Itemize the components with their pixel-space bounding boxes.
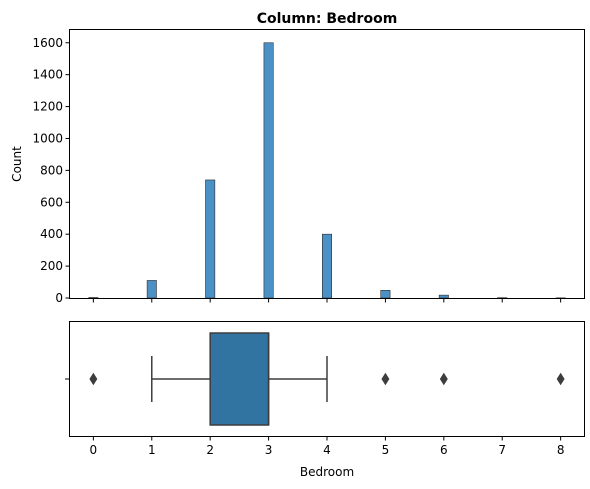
boxplot-outlier bbox=[557, 374, 564, 385]
x-tick-label: 4 bbox=[323, 443, 331, 457]
y-tick-label: 0 bbox=[55, 291, 63, 305]
histogram-bar bbox=[147, 280, 156, 298]
histogram-y-ticks: 0 200 400 600 800 1000 1200 1400 1600 bbox=[32, 36, 70, 305]
boxplot-elements bbox=[90, 333, 564, 425]
boxplot-outlier bbox=[90, 374, 97, 385]
histogram-bar bbox=[206, 180, 215, 298]
boxplot-outlier bbox=[440, 374, 447, 385]
x-tick-label: 7 bbox=[498, 443, 506, 457]
boxplot-x-label: Bedroom bbox=[300, 465, 354, 479]
y-tick-label: 200 bbox=[40, 259, 63, 273]
x-tick-label: 5 bbox=[382, 443, 390, 457]
histogram-panel: Column: Bedroom 0 200 400 600 800 1000 1200 140… bbox=[10, 11, 585, 305]
x-tick-label: 8 bbox=[557, 443, 565, 457]
y-tick-label: 400 bbox=[40, 227, 63, 241]
histogram-bar bbox=[264, 43, 273, 298]
y-tick-label: 1000 bbox=[32, 131, 63, 145]
boxplot-outlier bbox=[382, 374, 389, 385]
histogram-bars bbox=[89, 43, 566, 299]
histogram-bar bbox=[89, 298, 98, 299]
histogram-bar bbox=[322, 234, 331, 298]
y-tick-label: 800 bbox=[40, 163, 63, 177]
chart-title: Column: Bedroom bbox=[257, 11, 398, 27]
x-tick-label: 6 bbox=[440, 443, 448, 457]
x-tick-label: 2 bbox=[206, 443, 214, 457]
boxplot-x-ticks: 0 1 2 3 4 5 6 7 8 bbox=[90, 436, 565, 457]
y-tick-label: 1400 bbox=[32, 68, 63, 82]
x-tick-label: 0 bbox=[90, 443, 98, 457]
histogram-y-label: Count bbox=[10, 146, 24, 182]
histogram-bar bbox=[439, 295, 448, 298]
histogram-bar bbox=[381, 290, 390, 298]
boxplot-box bbox=[210, 333, 268, 425]
x-tick-label: 1 bbox=[148, 443, 156, 457]
y-tick-label: 1200 bbox=[32, 100, 63, 114]
y-tick-label: 600 bbox=[40, 195, 63, 209]
y-tick-label: 1600 bbox=[32, 36, 63, 50]
x-tick-label: 3 bbox=[265, 443, 273, 457]
boxplot-panel: 0 1 2 3 4 5 6 7 8 Bedroom bbox=[65, 322, 585, 480]
